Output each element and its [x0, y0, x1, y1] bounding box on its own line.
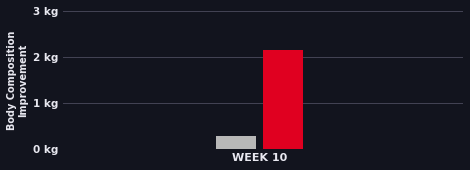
Bar [216, 137, 256, 149]
Y-axis label: Body Composition
Improvement: Body Composition Improvement [7, 30, 29, 130]
X-axis label: WEEK 10: WEEK 10 [232, 153, 287, 163]
Bar [263, 50, 303, 149]
